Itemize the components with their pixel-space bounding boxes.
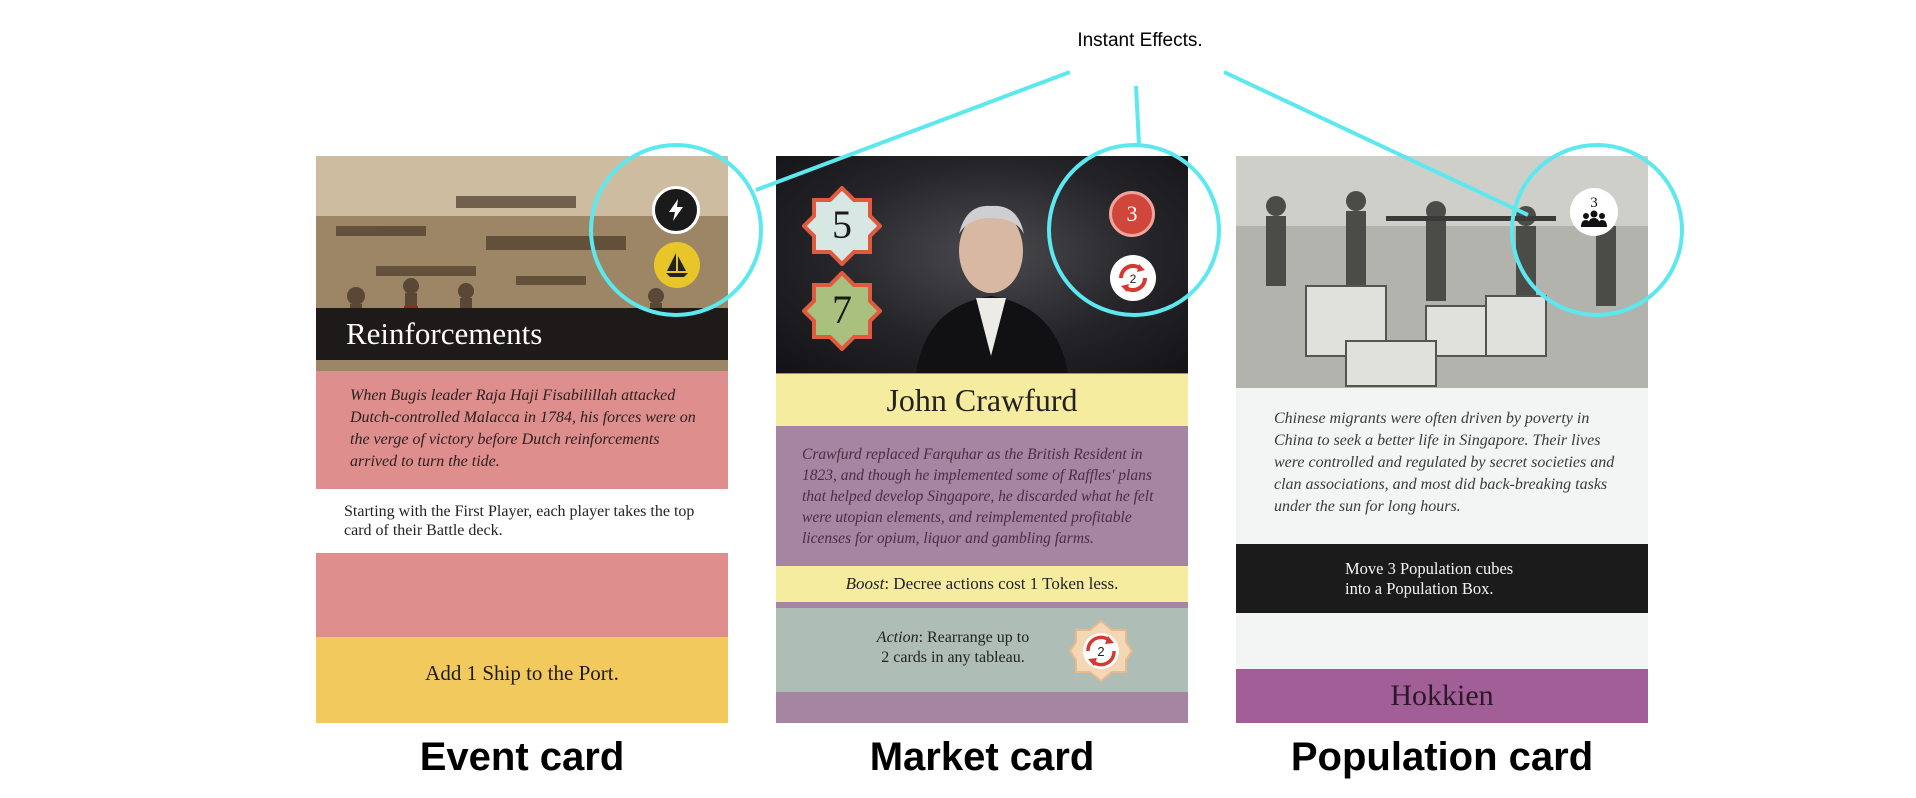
action-text-1: : Rearrange up to bbox=[918, 629, 1030, 646]
population-badge-value: 3 bbox=[1590, 195, 1598, 211]
action-label: Action bbox=[876, 629, 919, 646]
population-card-rules-text: Move 3 Population cubes into a Populatio… bbox=[1236, 544, 1648, 613]
market-cost-2: 7 bbox=[832, 287, 852, 332]
ship-icon bbox=[654, 242, 700, 288]
event-card: Reinforcements When Bugis leader Raja Ha… bbox=[316, 156, 728, 723]
event-card-rules-text: Starting with the First Player, each pla… bbox=[316, 489, 728, 553]
market-card-flavor-text: Crawfurd replaced Farquhar as the Britis… bbox=[776, 426, 1188, 568]
portrait-image bbox=[916, 205, 1068, 373]
people-icon bbox=[1581, 210, 1607, 227]
market-card-title: John Crawfurd bbox=[776, 374, 1188, 426]
rearrange-icon: 2 bbox=[1110, 255, 1156, 301]
event-card-flavor-text: When Bugis leader Raja Haji Fisabilillah… bbox=[316, 371, 728, 489]
population-card-title: Hokkien bbox=[1236, 669, 1648, 723]
instant-effects-label: Instant Effects. bbox=[1077, 30, 1203, 51]
population-badge: 3 bbox=[1570, 188, 1618, 236]
callout-line-market bbox=[1134, 85, 1141, 146]
market-card-action: Action: Rearrange up to 2 cards in any t… bbox=[776, 608, 1188, 692]
population-card-blank-band bbox=[1236, 613, 1648, 669]
rearrange-value: 2 bbox=[1130, 272, 1137, 286]
market-cost-1: 5 bbox=[832, 202, 852, 247]
rearrange-action-icon: 2 bbox=[1068, 619, 1134, 683]
market-card-boost: Boost: Decree actions cost 1 Token less. bbox=[776, 566, 1188, 602]
population-card: 3 Chinese migrants were often driven by … bbox=[1236, 156, 1648, 723]
market-card: 5 7 3 2 John Crawfurd Crawfurd replaced … bbox=[776, 156, 1188, 723]
market-card-caption: Market card bbox=[869, 735, 1095, 779]
population-rules-line-2: into a Population Box. bbox=[1345, 579, 1494, 598]
boost-label: Boost bbox=[845, 574, 885, 593]
event-card-band bbox=[316, 553, 728, 637]
cost-diamond-bottom bbox=[802, 271, 882, 351]
event-card-title: Reinforcements bbox=[316, 308, 728, 360]
cost-diamond-top bbox=[802, 186, 882, 266]
lightning-icon bbox=[652, 186, 700, 234]
population-card-caption: Population card bbox=[1290, 735, 1594, 779]
event-card-caption: Event card bbox=[419, 735, 625, 779]
action-rearrange-value: 2 bbox=[1097, 644, 1104, 659]
boost-text: : Decree actions cost 1 Token less. bbox=[884, 574, 1119, 593]
population-rules-line-1: Move 3 Population cubes bbox=[1345, 559, 1514, 578]
event-card-effect-text: Add 1 Ship to the Port. bbox=[316, 637, 728, 723]
influence-badge-value: 3 bbox=[1126, 201, 1138, 226]
influence-badge: 3 bbox=[1109, 191, 1155, 237]
action-text-2: 2 cards in any tableau. bbox=[881, 649, 1025, 666]
population-card-flavor-text: Chinese migrants were often driven by po… bbox=[1236, 388, 1648, 544]
